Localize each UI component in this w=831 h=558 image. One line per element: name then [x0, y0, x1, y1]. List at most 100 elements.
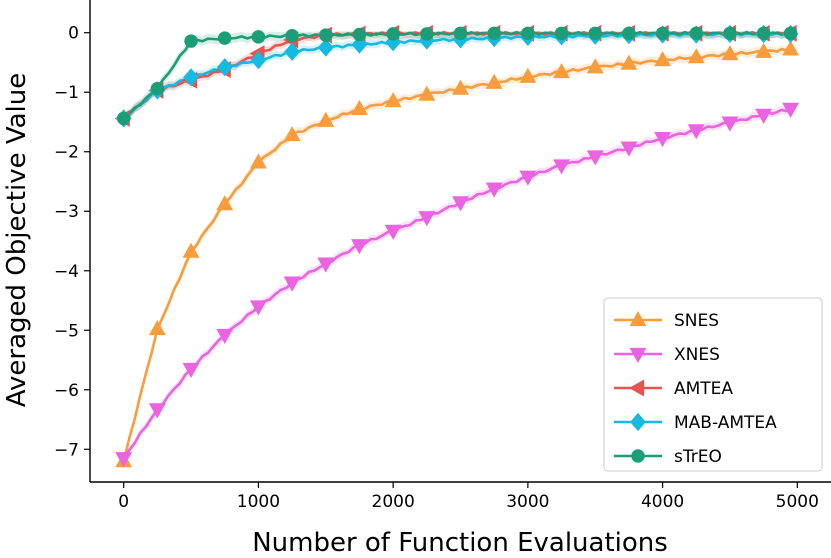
mab-amtea-point: [216, 58, 233, 77]
y-tick-label: −2: [54, 143, 79, 163]
y-tick-label: 0: [68, 24, 79, 44]
streo-point: [386, 27, 400, 41]
y-tick-label: −1: [54, 83, 79, 103]
xnes-point: [283, 276, 301, 292]
xnes-point: [351, 239, 368, 255]
x-axis-title: Number of Function Evaluations: [252, 528, 668, 558]
xnes-point: [721, 116, 739, 132]
legend-xnes-label: XNES: [674, 345, 720, 365]
x-tick-label: 4000: [641, 492, 684, 512]
snes-point: [519, 67, 537, 83]
y-tick-label: −4: [54, 262, 79, 282]
legend-xnes-marker: [629, 347, 647, 364]
xnes-point: [216, 328, 234, 345]
legend-streo-marker: [631, 449, 645, 463]
mab-amtea-point: [317, 38, 334, 57]
snes-point: [452, 79, 469, 95]
xnes-point: [115, 452, 133, 468]
streo-point: [285, 28, 299, 43]
streo-band: [123, 31, 791, 124]
xnes-point: [384, 224, 402, 240]
legend-snes-marker: [629, 310, 647, 327]
xnes-point: [418, 211, 436, 227]
snes-point: [721, 45, 739, 61]
xnes-point: [586, 150, 604, 166]
streo-point: [352, 27, 367, 42]
streo-point: [622, 26, 636, 41]
axes: [89, 0, 831, 483]
x-tick-label: 2000: [372, 492, 415, 512]
legend-streo-label: sTrEO: [674, 447, 722, 467]
snes-point: [384, 92, 402, 108]
snes-point: [418, 85, 436, 101]
snes-point: [782, 40, 800, 56]
legend-mab-amtea-marker: [630, 412, 646, 432]
snes-point: [148, 320, 166, 336]
snes-point: [553, 62, 570, 79]
x-tick-label: 5000: [776, 492, 819, 512]
x-tick-label: 1000: [237, 492, 280, 512]
xnes-point: [654, 131, 672, 148]
streo-point: [756, 26, 771, 41]
xnes-point: [182, 362, 200, 378]
y-axis-ticks: 0 −1 −2 −3 −4 −5 −6 −7: [54, 24, 90, 460]
streo-point: [251, 30, 266, 44]
snes-point: [283, 126, 301, 142]
streo-point: [217, 31, 232, 45]
streo-point: [521, 26, 535, 41]
streo-point: [319, 28, 333, 42]
y-tick-label: −5: [54, 321, 79, 341]
legend-amtea-label: AMTEA: [674, 379, 733, 399]
streo-point: [116, 111, 131, 126]
legend-frame: [603, 297, 823, 472]
xnes-point: [317, 257, 335, 273]
streo-point: [487, 26, 501, 41]
xnes-point: [782, 102, 800, 118]
snes-point: [182, 242, 200, 258]
streo-point: [184, 34, 198, 48]
series-markers: [114, 24, 800, 468]
xnes-point: [553, 159, 570, 175]
xnes-point: [485, 182, 503, 198]
legend-mab-amtea-label: MAB-AMTEA: [674, 413, 777, 433]
y-tick-label: −3: [54, 202, 79, 222]
snes-point: [216, 195, 234, 211]
amtea-band: [123, 31, 791, 123]
streo-point: [783, 26, 798, 41]
mab-amtea-point: [250, 50, 267, 70]
snes-point: [249, 153, 267, 169]
streo-point: [588, 26, 602, 41]
xnes-point: [519, 170, 537, 186]
snes-point: [351, 99, 368, 115]
snes-point: [620, 54, 638, 70]
streo-point: [150, 81, 165, 96]
streo-point: [554, 26, 569, 41]
mab-amtea-point: [351, 35, 368, 54]
xnes-point: [755, 108, 773, 124]
streo-point: [689, 26, 704, 41]
mab-amtea-point: [183, 68, 199, 87]
y-tick-label: −6: [54, 381, 79, 401]
snes-point: [687, 48, 705, 64]
streo-point: [723, 26, 737, 41]
x-tick-label: 0: [118, 492, 129, 512]
snes-point: [485, 73, 503, 89]
mab-amtea-point: [284, 42, 300, 61]
xnes-point: [148, 403, 166, 419]
xnes-point: [249, 300, 267, 316]
xnes-point: [620, 141, 638, 157]
legend-snes-label: SNES: [674, 311, 719, 331]
mab-amtea-band: [123, 31, 791, 123]
xnes-point: [452, 196, 469, 212]
streo-point: [420, 27, 434, 41]
xnes-point: [687, 124, 705, 140]
snes-point: [654, 51, 672, 67]
y-axis-title: Averaged Objective Value: [2, 73, 32, 407]
snes-point: [317, 111, 335, 127]
y-tick-label: −7: [54, 440, 79, 460]
x-axis-ticks: 0 1000 2000 3000 4000 5000: [118, 482, 819, 512]
snes-point: [586, 58, 604, 74]
mab-amtea-line: [122, 31, 791, 120]
legend: SNES XNES AMTEA MAB-AMTEA sTrEO: [603, 297, 823, 472]
